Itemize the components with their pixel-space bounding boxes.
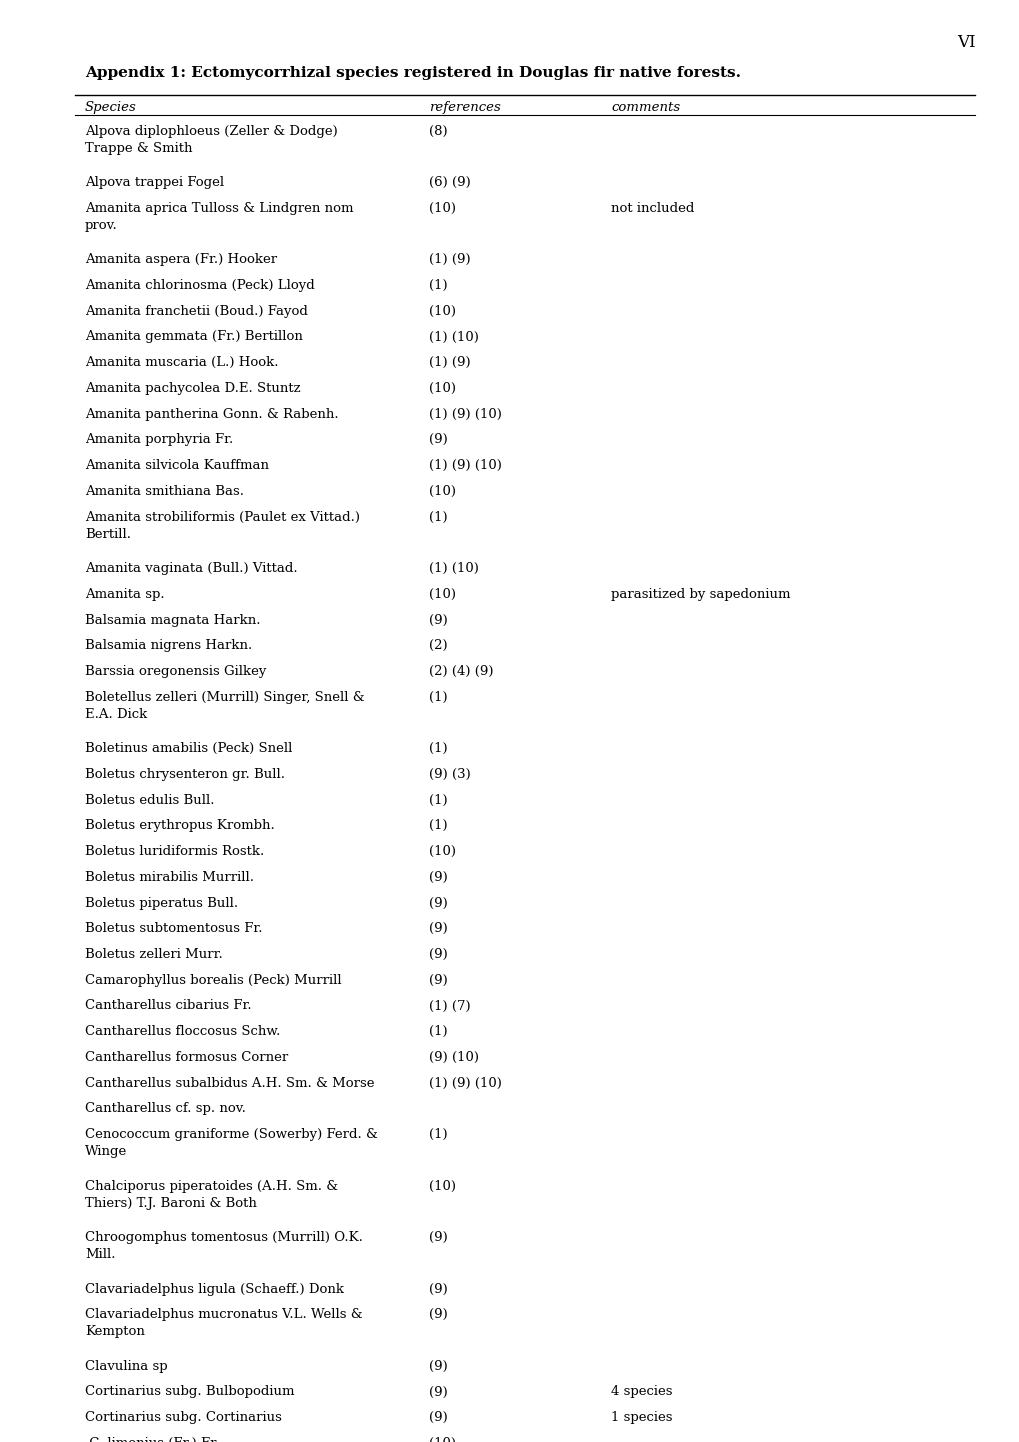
Text: Amanita vaginata (Bull.) Vittad.: Amanita vaginata (Bull.) Vittad. (85, 562, 298, 575)
Text: Amanita porphyria Fr.: Amanita porphyria Fr. (85, 434, 233, 447)
Text: Camarophyllus borealis (Peck) Murrill: Camarophyllus borealis (Peck) Murrill (85, 973, 341, 986)
Text: Cortinarius subg. Bulbopodium: Cortinarius subg. Bulbopodium (85, 1386, 294, 1399)
Text: Boletus zelleri Murr.: Boletus zelleri Murr. (85, 947, 222, 960)
Text: Amanita gemmata (Fr.) Bertillon: Amanita gemmata (Fr.) Bertillon (85, 330, 303, 343)
Text: (10): (10) (429, 382, 455, 395)
Text: Boletus erythropus Krombh.: Boletus erythropus Krombh. (85, 819, 274, 832)
Text: (9): (9) (429, 1308, 447, 1321)
Text: (10): (10) (429, 845, 455, 858)
Text: 1 species: 1 species (610, 1412, 672, 1425)
Text: (9): (9) (429, 1282, 447, 1295)
Text: (2) (4) (9): (2) (4) (9) (429, 665, 493, 678)
Text: Cenococcum graniforme (Sowerby) Ferd. &
Winge: Cenococcum graniforme (Sowerby) Ferd. & … (85, 1128, 378, 1158)
Text: Clavariadelphus ligula (Schaeff.) Donk: Clavariadelphus ligula (Schaeff.) Donk (85, 1282, 343, 1295)
Text: Boletus subtomentosus Fr.: Boletus subtomentosus Fr. (85, 923, 262, 936)
Text: references: references (429, 101, 500, 114)
Text: not included: not included (610, 202, 694, 215)
Text: (9): (9) (429, 923, 447, 936)
Text: Amanita smithiana Bas.: Amanita smithiana Bas. (85, 485, 244, 497)
Text: Boletellus zelleri (Murrill) Singer, Snell &
E.A. Dick: Boletellus zelleri (Murrill) Singer, Sne… (85, 691, 365, 721)
Text: Species: Species (85, 101, 137, 114)
Text: Cantharellus subalbidus A.H. Sm. & Morse: Cantharellus subalbidus A.H. Sm. & Morse (85, 1077, 374, 1090)
Text: (6) (9): (6) (9) (429, 176, 471, 189)
Text: (9): (9) (429, 1386, 447, 1399)
Text: Amanita pantherina Gonn. & Rabenh.: Amanita pantherina Gonn. & Rabenh. (85, 408, 338, 421)
Text: (1) (9): (1) (9) (429, 356, 470, 369)
Text: Amanita sp.: Amanita sp. (85, 588, 164, 601)
Text: (1) (9) (10): (1) (9) (10) (429, 408, 501, 421)
Text: (9): (9) (429, 1412, 447, 1425)
Text: Cortinarius subg. Cortinarius: Cortinarius subg. Cortinarius (85, 1412, 281, 1425)
Text: Amanita franchetii (Boud.) Fayod: Amanita franchetii (Boud.) Fayod (85, 304, 308, 317)
Text: Amanita aspera (Fr.) Hooker: Amanita aspera (Fr.) Hooker (85, 254, 277, 267)
Text: (1) (9) (10): (1) (9) (10) (429, 459, 501, 472)
Text: Cantharellus cf. sp. nov.: Cantharellus cf. sp. nov. (85, 1103, 246, 1116)
Text: (1): (1) (429, 1025, 447, 1038)
Text: Boletinus amabilis (Peck) Snell: Boletinus amabilis (Peck) Snell (85, 743, 292, 756)
Text: Chalciporus piperatoides (A.H. Sm. &
Thiers) T.J. Baroni & Both: Chalciporus piperatoides (A.H. Sm. & Thi… (85, 1180, 338, 1210)
Text: (1): (1) (429, 1128, 447, 1141)
Text: C. limonius (Fr.) Fr.: C. limonius (Fr.) Fr. (85, 1436, 219, 1442)
Text: Boletus luridiformis Rostk.: Boletus luridiformis Rostk. (85, 845, 264, 858)
Text: (9): (9) (429, 434, 447, 447)
Text: (10): (10) (429, 304, 455, 317)
Text: comments: comments (610, 101, 680, 114)
Text: (9): (9) (429, 1231, 447, 1244)
Text: Amanita chlorinosma (Peck) Lloyd: Amanita chlorinosma (Peck) Lloyd (85, 278, 315, 291)
Text: (1): (1) (429, 510, 447, 523)
Text: (9) (10): (9) (10) (429, 1051, 479, 1064)
Text: Barssia oregonensis Gilkey: Barssia oregonensis Gilkey (85, 665, 266, 678)
Text: Cantharellus floccosus Schw.: Cantharellus floccosus Schw. (85, 1025, 280, 1038)
Text: Amanita silvicola Kauffman: Amanita silvicola Kauffman (85, 459, 269, 472)
Text: Boletus chrysenteron gr. Bull.: Boletus chrysenteron gr. Bull. (85, 769, 285, 782)
Text: Boletus piperatus Bull.: Boletus piperatus Bull. (85, 897, 238, 910)
Text: (1): (1) (429, 691, 447, 704)
Text: (1) (10): (1) (10) (429, 562, 479, 575)
Text: Amanita muscaria (L.) Hook.: Amanita muscaria (L.) Hook. (85, 356, 278, 369)
Text: (9): (9) (429, 897, 447, 910)
Text: (2): (2) (429, 639, 447, 652)
Text: (1): (1) (429, 743, 447, 756)
Text: Clavariadelphus mucronatus V.L. Wells &
Kempton: Clavariadelphus mucronatus V.L. Wells & … (85, 1308, 363, 1338)
Text: Amanita aprica Tulloss & Lindgren nom
prov.: Amanita aprica Tulloss & Lindgren nom pr… (85, 202, 354, 232)
Text: (10): (10) (429, 1180, 455, 1193)
Text: (1) (9) (10): (1) (9) (10) (429, 1077, 501, 1090)
Text: (9) (3): (9) (3) (429, 769, 471, 782)
Text: (1) (9): (1) (9) (429, 254, 470, 267)
Text: Boletus mirabilis Murrill.: Boletus mirabilis Murrill. (85, 871, 254, 884)
Text: (10): (10) (429, 485, 455, 497)
Text: (9): (9) (429, 947, 447, 960)
Text: (1): (1) (429, 819, 447, 832)
Text: parasitized by sapedonium: parasitized by sapedonium (610, 588, 790, 601)
Text: (9): (9) (429, 613, 447, 626)
Text: (10): (10) (429, 202, 455, 215)
Text: Balsamia nigrens Harkn.: Balsamia nigrens Harkn. (85, 639, 252, 652)
Text: Cantharellus formosus Corner: Cantharellus formosus Corner (85, 1051, 288, 1064)
Text: (1): (1) (429, 793, 447, 806)
Text: Alpova diplophloeus (Zeller & Dodge)
Trappe & Smith: Alpova diplophloeus (Zeller & Dodge) Tra… (85, 124, 337, 154)
Text: Cantharellus cibarius Fr.: Cantharellus cibarius Fr. (85, 999, 252, 1012)
Text: (10): (10) (429, 1436, 455, 1442)
Text: 4 species: 4 species (610, 1386, 672, 1399)
Text: Boletus edulis Bull.: Boletus edulis Bull. (85, 793, 214, 806)
Text: Balsamia magnata Harkn.: Balsamia magnata Harkn. (85, 613, 260, 626)
Text: Clavulina sp: Clavulina sp (85, 1360, 167, 1373)
Text: Alpova trappei Fogel: Alpova trappei Fogel (85, 176, 224, 189)
Text: (9): (9) (429, 871, 447, 884)
Text: Chroogomphus tomentosus (Murrill) O.K.
Mill.: Chroogomphus tomentosus (Murrill) O.K. M… (85, 1231, 363, 1262)
Text: (1): (1) (429, 278, 447, 291)
Text: Amanita strobiliformis (Paulet ex Vittad.)
Bertill.: Amanita strobiliformis (Paulet ex Vittad… (85, 510, 360, 541)
Text: (9): (9) (429, 973, 447, 986)
Text: (1) (10): (1) (10) (429, 330, 479, 343)
Text: (10): (10) (429, 588, 455, 601)
Text: (8): (8) (429, 124, 447, 137)
Text: (9): (9) (429, 1360, 447, 1373)
Text: VI: VI (956, 35, 974, 52)
Text: Amanita pachycolea D.E. Stuntz: Amanita pachycolea D.E. Stuntz (85, 382, 301, 395)
Text: Appendix 1: Ectomycorrhizal species registered in Douglas fir native forests.: Appendix 1: Ectomycorrhizal species regi… (85, 66, 741, 79)
Text: (1) (7): (1) (7) (429, 999, 470, 1012)
